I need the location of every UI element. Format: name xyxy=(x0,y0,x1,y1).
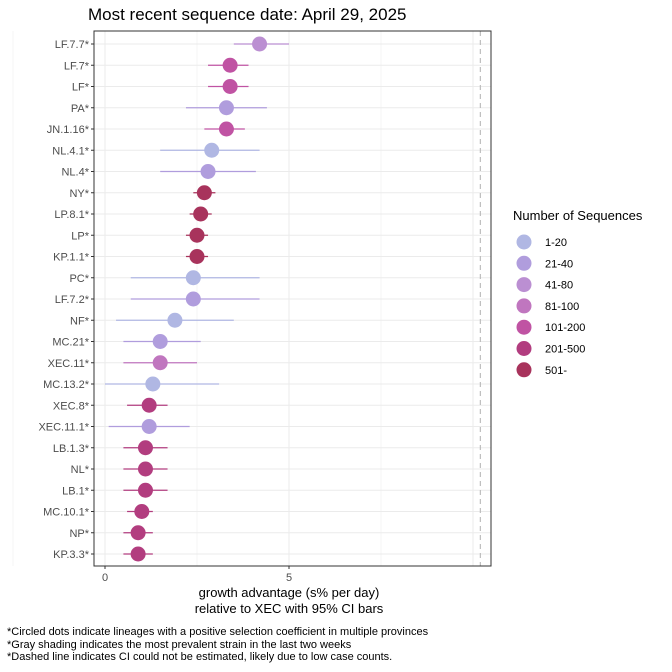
data-point xyxy=(185,291,201,307)
data-marks xyxy=(105,31,481,566)
data-point xyxy=(130,546,146,562)
legend-label: 81-100 xyxy=(545,301,579,313)
data-point xyxy=(218,100,234,116)
x-tick-label: 0 xyxy=(102,572,108,584)
y-tick-label: KP.1.1* xyxy=(53,252,90,264)
data-point xyxy=(222,57,238,73)
data-point xyxy=(130,525,146,541)
data-point xyxy=(145,376,161,392)
data-point xyxy=(222,79,238,94)
footnote-circled-dots: *Circled dots indicate lineages with a p… xyxy=(7,626,429,638)
legend: Number of Sequences 1-20 21-40 41-80 81-100… xyxy=(513,208,643,378)
x-axis-title-line-1: growth advantage (s% per day) xyxy=(199,585,380,600)
legend-swatch xyxy=(516,255,532,271)
y-tick-label: PC* xyxy=(69,273,89,285)
y-tick-label: KP.3.3* xyxy=(53,549,90,561)
y-tick-label: JN.1.16* xyxy=(47,124,90,136)
data-point xyxy=(152,355,168,371)
y-tick-label: LF.7* xyxy=(64,60,90,72)
legend-label: 1-20 xyxy=(545,237,567,249)
x-axis-title-line-2: relative to XEC with 95% CI bars xyxy=(195,601,384,616)
y-tick-label: NL.4.1* xyxy=(52,145,89,157)
legend-swatch xyxy=(516,341,532,356)
legend-label: 201-500 xyxy=(545,344,585,356)
y-tick-label: LP* xyxy=(71,230,89,242)
legend-swatch xyxy=(516,234,532,250)
y-tick-label: PA* xyxy=(71,103,90,115)
y-tick-label: XEC.8* xyxy=(53,400,90,412)
data-point xyxy=(141,397,157,413)
x-tick-label: 5 xyxy=(286,572,292,584)
data-point xyxy=(252,36,268,52)
legend-swatch xyxy=(516,298,532,314)
legend-label: 501- xyxy=(545,365,567,377)
y-tick-label: MC.13.2* xyxy=(43,379,90,391)
data-point xyxy=(185,270,201,286)
data-point xyxy=(193,206,209,222)
y-tick-label: XEC.11* xyxy=(48,358,90,370)
axes: LF.7.7* LF.7* LF* PA* JN.1.16* NL.4.1* NL.4* NY… xyxy=(38,30,492,584)
y-tick-label: LF.7.7* xyxy=(55,39,90,51)
y-tick-label: NP* xyxy=(69,528,89,540)
y-tick-label: XEC.11.1* xyxy=(38,422,89,434)
data-point xyxy=(218,121,234,137)
data-point xyxy=(152,334,168,349)
legend-label: 101-200 xyxy=(545,322,585,334)
y-tick-label: LB.1.3* xyxy=(53,443,90,455)
y-tick-label: LB.1* xyxy=(62,485,90,497)
legend-swatch xyxy=(516,362,532,378)
data-point xyxy=(137,461,153,477)
y-tick-label: MC.21* xyxy=(52,337,89,349)
data-point xyxy=(200,164,216,179)
footnote-gray-shading: *Gray shading indicates the most prevale… xyxy=(7,638,352,651)
data-point xyxy=(189,227,205,243)
y-tick-label: LF.7.2* xyxy=(55,294,90,306)
data-point xyxy=(189,249,205,264)
data-point xyxy=(167,312,183,328)
data-point xyxy=(204,142,220,158)
y-tick-label: LF* xyxy=(72,82,90,94)
data-point xyxy=(141,419,157,434)
y-tick-label: LP.8.1* xyxy=(54,209,89,221)
legend-swatch xyxy=(516,277,532,293)
legend-label: 41-80 xyxy=(545,280,573,292)
data-point xyxy=(137,440,153,456)
y-tick-label: NL* xyxy=(71,464,90,476)
y-tick-label: NF* xyxy=(70,315,90,327)
y-tick-label: MC.10.1* xyxy=(43,507,90,519)
data-point xyxy=(196,185,212,201)
legend-title: Number of Sequences xyxy=(513,208,643,223)
legend-label: 21-40 xyxy=(545,258,573,270)
grid-lines xyxy=(12,31,491,566)
y-tick-label: NY* xyxy=(69,188,89,200)
chart-title: Most recent sequence date: April 29, 202… xyxy=(88,5,406,24)
footnote-dashed-line: *Dashed line indicates CI could not be e… xyxy=(7,651,393,663)
legend-swatch xyxy=(516,319,532,335)
y-tick-label: NL.4* xyxy=(61,167,89,179)
data-point xyxy=(137,482,153,498)
data-point xyxy=(134,504,150,519)
footnotes: *Circled dots indicate lineages with a p… xyxy=(7,626,428,664)
